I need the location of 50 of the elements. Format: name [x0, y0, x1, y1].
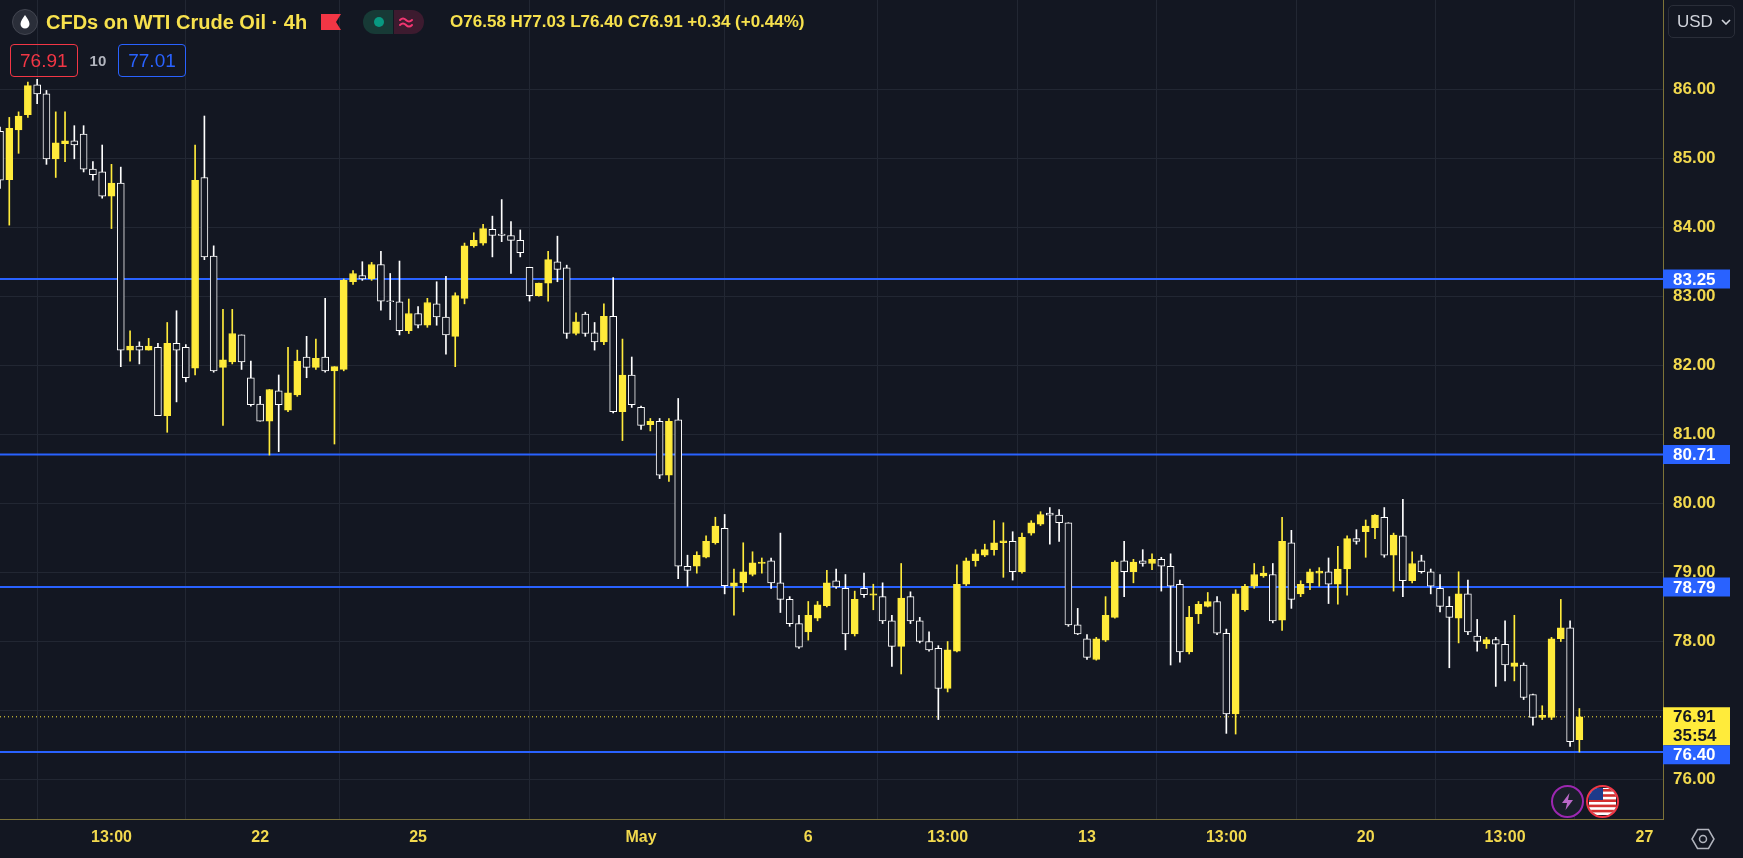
candlestick	[1445, 596, 1454, 669]
y-tick-label: 86.00	[1673, 78, 1716, 98]
candlestick	[1361, 519, 1370, 558]
x-tick-label: May	[625, 828, 657, 846]
candlestick	[730, 568, 738, 616]
currency-dropdown: USD	[1668, 5, 1735, 38]
candlestick	[219, 309, 227, 426]
candlestick	[1120, 541, 1128, 597]
ref-line-label: 76.40	[1673, 745, 1716, 765]
text: CFDs on WTI Crude Oil · 4h	[46, 10, 308, 34]
y-tick-label: 84.00	[1673, 216, 1716, 236]
y-tick-label: 76.00	[1673, 769, 1716, 789]
x-tick-label: 13	[1078, 828, 1096, 846]
y-tick-label: 85.00	[1673, 147, 1716, 167]
ref-line-label: 80.71	[1673, 445, 1716, 465]
candlestick	[757, 557, 766, 574]
y-tick-label: 82.00	[1673, 354, 1716, 374]
candlestick	[51, 111, 60, 178]
x-tick-label: 22	[251, 828, 270, 846]
candlestick	[507, 221, 515, 274]
candlestick	[1138, 549, 1147, 567]
candlestick	[990, 520, 998, 556]
annotation: 76.91	[10, 44, 78, 77]
y-tick-label: 80.00	[1673, 493, 1716, 513]
y-tick-label: 81.00	[1673, 424, 1716, 444]
candlestick	[274, 374, 283, 452]
candlestick	[1157, 556, 1166, 592]
x-tick-label: 13:00	[1205, 828, 1247, 846]
x-tick-label: 27	[1635, 828, 1654, 846]
x-tick-label: 13:00	[927, 828, 969, 846]
text: 35:54	[1673, 726, 1718, 746]
x-tick-label: 6	[803, 828, 813, 846]
y-tick-label: 78.00	[1673, 631, 1716, 651]
annotation: 77.01	[118, 44, 186, 77]
candlestick	[1538, 705, 1547, 720]
annotation: O76.58 H77.03 L76.40 C76.91 +0.34 (+0.44%)	[450, 11, 805, 33]
candlestick	[497, 199, 506, 243]
x-tick-label: 25	[409, 828, 428, 846]
annotation: 10	[89, 52, 107, 69]
x-tick-label: 20	[1356, 828, 1375, 846]
candlestick	[1473, 619, 1482, 652]
x-tick-label: 13:00	[91, 828, 133, 846]
candlestick	[1055, 509, 1063, 542]
ref-line-label: 76.91	[1673, 707, 1716, 727]
candlestick	[739, 542, 748, 593]
candlestick	[1491, 637, 1500, 687]
candlestick	[386, 273, 395, 321]
candlestick	[321, 297, 329, 373]
x-tick-label: 13:00	[1484, 828, 1526, 846]
candlestick	[869, 583, 878, 611]
